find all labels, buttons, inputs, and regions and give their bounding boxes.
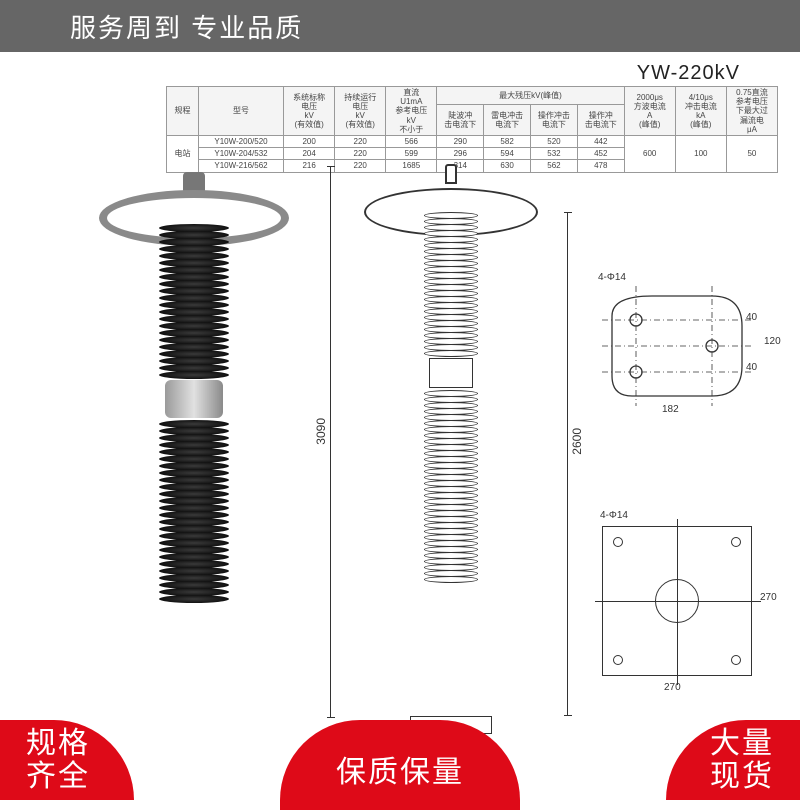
td: 600 [624,135,675,172]
outline-drawing: 3090 2600 [356,178,546,734]
dim-body-h [567,212,568,716]
td: 582 [484,135,531,147]
drawing-stack [424,212,478,582]
th-group-residual: 最大残压kV(峰值) [437,87,624,105]
badge-left-text: 规格 齐全 [26,727,90,793]
td: 599 [386,148,437,160]
td: 200 [284,135,335,147]
th: 0.75直流 参考电压 下最大过 漏流电 μA [726,87,777,136]
insulator-stack [159,224,229,602]
td: 220 [335,148,386,160]
badge-left: 规格 齐全 [0,720,134,800]
badge-right: 大量 现货 [666,720,800,800]
drawing-coupler [429,358,473,388]
top-banner: 服务周到 专业品质 [0,0,800,52]
detail-bottom-w: 270 [664,682,681,693]
detail-top-h1: 40 [746,312,757,323]
centerline-h [595,601,761,602]
hole-icon [613,537,623,547]
hole-icon [731,655,741,665]
td: 594 [484,148,531,160]
centerline-v [677,519,678,685]
detail-bottom-plate: 4-Φ14 270 270 [584,512,784,712]
th: 持续运行 电压 kV (有效值) [335,87,386,136]
td: 442 [577,135,624,147]
product-photo [84,190,304,720]
hole-icon [731,537,741,547]
drawing-tip [445,164,457,184]
td: 290 [437,135,484,147]
detail-bottom-note: 4-Φ14 [600,510,628,521]
td: 566 [386,135,437,147]
td: 220 [335,135,386,147]
banner-text: 服务周到 专业品质 [70,8,303,45]
drawing-shed [424,350,478,357]
td: 532 [531,148,578,160]
badge-mid-text: 保质保量 [336,747,464,791]
td: Y10W-216/562 [198,160,283,172]
td: 296 [437,148,484,160]
detail-top-svg [592,276,760,416]
spec-table-body: 电站Y10W-200/52020022056629058252044260010… [167,135,778,172]
td: 314 [437,160,484,172]
spec-table: 规程型号系统标称 电压 kV (有效值)持续运行 电压 kV (有效值)直流 U… [166,86,778,173]
td: Y10W-204/532 [198,148,283,160]
td: 50 [726,135,777,172]
detail-top-plate: 4-Φ14 182 40 40 120 [592,276,762,426]
th-sub: 雷电冲击 电流下 [484,104,531,135]
td: 204 [284,148,335,160]
detail-top-note: 4-Φ14 [598,272,626,283]
detail-top-h1b: 40 [746,362,757,373]
detail-bottom-h: 270 [760,592,777,603]
mid-coupler [165,380,223,418]
th-sub: 操作冲 击电流下 [577,104,624,135]
dim-overall-h [330,166,331,718]
td: 1685 [386,160,437,172]
shed [159,371,229,379]
th: 直流 U1mA 参考电压 kV 不小于 [386,87,437,136]
drawing-shed [424,576,478,583]
badge-right-text: 大量 现货 [710,727,774,793]
td: 478 [577,160,624,172]
th: 4/10μs 冲击电流 kA (峰值) [675,87,726,136]
td: 562 [531,160,578,172]
td: 100 [675,135,726,172]
model-title: YW-220kV [637,62,740,85]
table-row: 电站Y10W-200/52020022056629058252044260010… [167,135,778,147]
th: 2000μs 方波电流 A (峰值) [624,87,675,136]
table-head-row-1: 规程型号系统标称 电压 kV (有效值)持续运行 电压 kV (有效值)直流 U… [167,87,778,105]
detail-top-w: 182 [662,404,679,415]
badge-mid: 保质保量 [280,720,520,810]
dim-body-h-label: 2600 [570,428,584,455]
td: 452 [577,148,624,160]
td: 520 [531,135,578,147]
td: 220 [335,160,386,172]
shed [159,595,229,603]
td: Y10W-200/520 [198,135,283,147]
td: 630 [484,160,531,172]
dim-overall-h-label: 3090 [314,418,328,445]
base-plate [602,526,752,676]
detail-top-hsum: 120 [764,336,781,347]
td: 电站 [167,135,199,172]
th: 规程 [167,87,199,136]
spec-table-head: 规程型号系统标称 电压 kV (有效值)持续运行 电压 kV (有效值)直流 U… [167,87,778,136]
th-sub: 陡波冲 击电流下 [437,104,484,135]
th-sub: 操作冲击 电流下 [531,104,578,135]
hole-icon [613,655,623,665]
th: 系统标称 电压 kV (有效值) [284,87,335,136]
th: 型号 [198,87,283,136]
